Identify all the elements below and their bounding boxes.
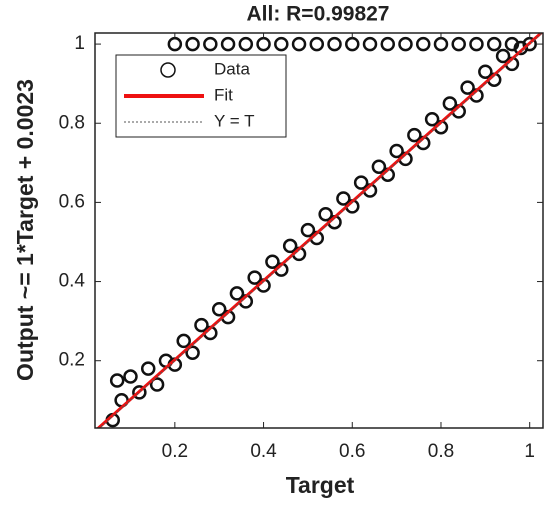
data-point xyxy=(442,96,458,111)
y-tick-label: 0.8 xyxy=(59,112,85,133)
data-point xyxy=(309,36,325,52)
data-point xyxy=(282,238,298,254)
data-point xyxy=(389,143,404,159)
data-point xyxy=(415,36,431,52)
legend-label: Fit xyxy=(214,85,233,104)
data-point xyxy=(211,302,227,317)
data-point xyxy=(149,377,165,392)
data-point xyxy=(451,36,466,52)
x-tick-label: 0.4 xyxy=(250,441,277,462)
data-point xyxy=(167,36,183,52)
y-tick-label: 0.4 xyxy=(59,271,86,292)
data-point xyxy=(194,317,209,333)
data-point xyxy=(371,159,387,175)
data-point xyxy=(469,36,484,52)
data-point xyxy=(176,333,191,349)
data-point xyxy=(203,36,218,52)
x-tick-label: 0.8 xyxy=(428,441,454,462)
y-tick-label: 0.6 xyxy=(59,191,85,212)
data-point xyxy=(407,127,422,143)
data-point xyxy=(132,385,147,400)
data-point xyxy=(238,36,254,52)
data-point xyxy=(345,36,360,52)
data-point xyxy=(478,64,493,80)
data-point xyxy=(291,36,307,52)
data-point xyxy=(300,222,316,238)
data-point xyxy=(229,286,245,301)
plot-area xyxy=(96,33,543,428)
data-point xyxy=(318,207,333,222)
data-point xyxy=(486,36,502,52)
chart-title: All: R=0.99827 xyxy=(246,3,389,26)
legend-marker xyxy=(160,62,176,78)
data-point xyxy=(185,345,200,361)
data-point xyxy=(353,175,369,190)
data-point xyxy=(220,36,236,52)
reference-line xyxy=(98,33,543,428)
data-point xyxy=(123,369,138,384)
data-point xyxy=(398,36,413,52)
fit-line xyxy=(96,33,543,428)
data-point xyxy=(256,36,271,52)
x-tick-label: 1 xyxy=(524,441,535,462)
data-point xyxy=(109,373,125,388)
data-point xyxy=(433,36,449,52)
y-tick-label: 0.2 xyxy=(59,350,85,371)
x-axis-label: Target xyxy=(286,472,355,498)
y-axis-label: Output ~= 1*Target + 0.0023 xyxy=(12,79,38,381)
y-tick-label: 1 xyxy=(74,33,85,54)
data-point xyxy=(336,191,351,206)
data-point xyxy=(460,80,475,95)
legend-label: Y = T xyxy=(214,111,254,130)
data-point xyxy=(327,36,342,52)
data-point xyxy=(185,36,200,52)
axes-box xyxy=(94,32,544,429)
data-point xyxy=(140,361,156,376)
data-point xyxy=(495,48,511,64)
data-point xyxy=(247,270,262,285)
x-tick-label: 0.2 xyxy=(162,441,188,462)
data-point xyxy=(504,36,520,52)
x-tick-label: 0.6 xyxy=(339,441,365,462)
data-point xyxy=(380,36,396,52)
data-point xyxy=(265,254,280,270)
data-point xyxy=(424,112,440,127)
data-point xyxy=(362,36,378,52)
legend-label: Data xyxy=(214,59,250,78)
data-point xyxy=(274,36,289,52)
